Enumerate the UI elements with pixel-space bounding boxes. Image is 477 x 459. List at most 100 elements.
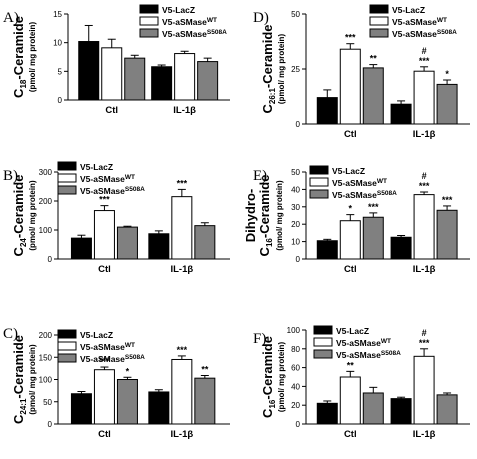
y-axis-label: C18-Ceramide	[11, 16, 28, 98]
legend-swatch	[57, 353, 77, 363]
panel-letter: C)	[3, 326, 18, 342]
x-tick-label: IL-1β	[170, 429, 193, 440]
bar	[93, 210, 115, 260]
significance-label: #	[422, 328, 427, 338]
x-tick-label: Ctl	[105, 105, 118, 116]
x-tick-label: Ctl	[98, 429, 111, 440]
panel-letter: F)	[253, 331, 266, 347]
bar	[101, 47, 123, 101]
significance-label: ***	[177, 345, 188, 355]
bar	[148, 391, 170, 425]
y-axis-unit-label: (pmol/ mg protein)	[275, 180, 284, 251]
bar	[339, 376, 361, 425]
y-tick-label: 150	[39, 353, 53, 362]
legend-swatch	[309, 177, 329, 187]
panel-letter: B)	[3, 168, 18, 184]
bar	[78, 41, 100, 101]
legend: V5-LacZ V5-aSMaseWT V5-aSMaseS508A	[313, 325, 401, 360]
significance-label: #	[422, 46, 427, 56]
bar	[116, 379, 138, 425]
x-tick-label: IL-1β	[413, 129, 436, 140]
y-axis-unit-label: (pmol/ mg protein)	[277, 34, 286, 105]
y-tick-label: 0	[48, 420, 53, 429]
significance-label: ***	[368, 202, 379, 212]
bar	[116, 226, 138, 260]
bar	[197, 61, 219, 101]
bar	[413, 355, 435, 425]
bar	[316, 97, 338, 125]
significance-label: ***	[419, 181, 430, 191]
y-axis-unit-label: (pmol/ mg protein)	[28, 180, 37, 251]
bar	[194, 225, 216, 260]
y-axis-unit-label: (pmol/ mg protein)	[28, 344, 37, 415]
bar	[171, 358, 193, 425]
x-tick-label: Ctl	[344, 264, 357, 275]
legend: V5-LacZ V5-aSMaseWT V5-aSMaseS508A	[57, 329, 145, 364]
y-tick-label: 50	[43, 398, 52, 407]
legend-label: V5-aSMaseWT	[336, 338, 391, 348]
legend-label: V5-aSMaseWT	[332, 178, 387, 188]
y-tick-label: 30	[291, 203, 300, 212]
x-tick-label: Ctl	[344, 129, 357, 140]
legend-swatch	[139, 16, 159, 26]
significance-label: **	[370, 54, 378, 64]
legend-label: V5-LacZ	[80, 330, 113, 340]
bar	[413, 194, 435, 260]
y-axis-label: C16-Ceramide	[260, 336, 277, 418]
legend-swatch	[57, 329, 77, 339]
x-tick-label: Ctl	[344, 429, 357, 440]
y-tick-label: 0	[296, 120, 301, 129]
legend: V5-LacZ V5-aSMaseWT V5-aSMaseS508A	[139, 4, 227, 39]
chart-panel: B) 0 100 200 300 *** Ctl *** IL-1β C24-Ceramide (p…	[3, 161, 230, 275]
legend-label: V5-aSMaseS508A	[162, 29, 227, 39]
significance-label: ***	[442, 195, 453, 205]
bar	[390, 398, 412, 425]
legend-label: V5-aSMaseS508A	[80, 354, 145, 364]
legend-label: V5-aSMaseWT	[392, 17, 447, 27]
y-tick-label: 40	[291, 185, 300, 194]
significance-label: ***	[177, 178, 188, 188]
significance-label: *	[445, 69, 449, 79]
legend-label: V5-aSMaseS508A	[336, 350, 401, 360]
legend-swatch	[313, 337, 333, 347]
x-tick-label: Ctl	[98, 264, 111, 275]
bar	[174, 53, 196, 101]
y-tick-label: 100	[39, 376, 53, 385]
y-axis-label: Dihydro-C16-Ceramide	[243, 175, 274, 257]
bar	[171, 196, 193, 260]
bar	[151, 66, 173, 101]
bar	[436, 83, 458, 125]
y-tick-label: 200	[39, 331, 53, 340]
bar	[316, 402, 338, 425]
legend-swatch	[57, 173, 77, 183]
legend-label: V5-aSMaseWT	[162, 17, 217, 27]
y-axis-label: C24-Ceramide	[11, 175, 28, 257]
significance-label: *	[349, 204, 353, 214]
significance-label: **	[347, 360, 355, 370]
y-tick-label: 50	[291, 168, 300, 177]
bar	[436, 394, 458, 425]
panel-letter: A)	[3, 10, 19, 26]
bar	[148, 233, 170, 260]
bar	[70, 237, 92, 260]
significance-label: ***	[99, 356, 110, 366]
y-tick-label: 0	[296, 420, 301, 429]
legend-label: V5-LacZ	[80, 162, 113, 172]
y-tick-label: 0	[48, 255, 53, 264]
y-axis-unit-label: (pmol/ mg protein)	[28, 22, 37, 93]
bar	[339, 220, 361, 260]
legend-swatch	[309, 165, 329, 175]
y-tick-label: 5	[58, 67, 63, 76]
bar	[436, 209, 458, 260]
legend-swatch	[313, 325, 333, 335]
bar	[194, 377, 216, 425]
legend-swatch	[57, 341, 77, 351]
legend-label: V5-LacZ	[392, 5, 425, 15]
y-axis-label: C24:1-Ceramide	[11, 335, 28, 424]
legend-label: V5-LacZ	[332, 166, 365, 176]
panel-letter: D)	[253, 10, 269, 26]
y-tick-label: 80	[291, 345, 300, 354]
legend-label: V5-aSMaseS508A	[80, 186, 145, 196]
